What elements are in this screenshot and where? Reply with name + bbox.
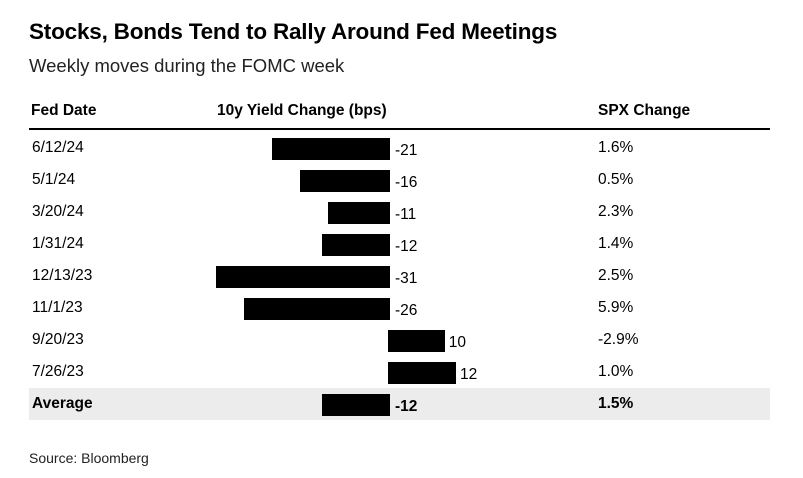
- spx-change-cell: 1.6%: [598, 139, 634, 156]
- fed-date-cell: 5/1/24: [32, 171, 76, 188]
- yield-change-label: 10: [448, 334, 467, 351]
- fed-date-cell: 1/31/24: [32, 235, 84, 252]
- fed-date-cell: 7/26/23: [32, 363, 84, 380]
- fed-date-cell: 3/20/24: [32, 203, 84, 220]
- zero-axis-segment: [388, 298, 390, 320]
- table-row: 3/20/24 -11 2.3%: [29, 196, 770, 228]
- average-label: Average: [32, 395, 93, 412]
- zero-axis-segment: [388, 202, 390, 224]
- yield-change-bar: [322, 234, 389, 256]
- yield-change-bar: [216, 266, 389, 288]
- spx-change-cell: 5.9%: [598, 299, 634, 316]
- yield-change-bar: [243, 298, 389, 320]
- chart-title: Stocks, Bonds Tend to Rally Around Fed M…: [29, 19, 558, 44]
- spx-change-cell: 1.4%: [598, 235, 634, 252]
- zero-axis-segment: [388, 362, 390, 384]
- spx-change-cell: 2.5%: [598, 267, 634, 284]
- average-spx-cell: 1.5%: [598, 395, 634, 412]
- spx-change-cell: 0.5%: [598, 171, 634, 188]
- header-spx-change: SPX Change: [598, 102, 691, 119]
- yield-change-label: -11: [395, 206, 417, 223]
- zero-axis-segment: [388, 138, 390, 160]
- table-row: 7/26/23 12 1.0%: [29, 356, 770, 388]
- yield-change-bar: [327, 202, 389, 224]
- table-row: 12/13/23 -31 2.5%: [29, 260, 770, 292]
- yield-change-bar: [389, 330, 445, 352]
- yield-change-label: -26: [395, 302, 418, 319]
- header-yield-change: 10y Yield Change (bps): [217, 102, 387, 119]
- zero-axis-segment: [388, 266, 390, 288]
- header-fed-date: Fed Date: [31, 102, 97, 119]
- yield-change-bar: [389, 362, 456, 384]
- yield-change-label: -21: [395, 142, 418, 159]
- zero-axis-segment: [388, 234, 390, 256]
- average-yield-bar: [322, 394, 389, 416]
- fed-date-cell: 12/13/23: [32, 267, 93, 284]
- average-yield-label: -12: [395, 398, 418, 415]
- yield-change-bar: [271, 138, 389, 160]
- fed-date-cell: 6/12/24: [32, 139, 84, 156]
- fed-date-cell: 9/20/23: [32, 331, 84, 348]
- spx-change-cell: -2.9%: [598, 331, 639, 348]
- chart-subtitle: Weekly moves during the FOMC week: [29, 55, 345, 76]
- yield-change-label: -31: [395, 270, 418, 287]
- yield-change-label: 12: [459, 366, 478, 383]
- table-row: 6/12/24 -21 1.6%: [29, 132, 770, 164]
- yield-change-bar: [299, 170, 389, 192]
- spx-change-cell: 1.0%: [598, 363, 634, 380]
- average-row: Average -12 1.5%: [29, 388, 770, 420]
- fed-date-cell: 11/1/23: [32, 299, 83, 316]
- header-rule: [29, 128, 770, 130]
- yield-change-label: -12: [395, 238, 418, 255]
- spx-change-cell: 2.3%: [598, 203, 634, 220]
- table-row: 1/31/24 -12 1.4%: [29, 228, 770, 260]
- table-row: 5/1/24 -16 0.5%: [29, 164, 770, 196]
- zero-axis-segment: [388, 394, 390, 416]
- zero-axis-segment: [388, 170, 390, 192]
- table-row: 9/20/23 10 -2.9%: [29, 324, 770, 356]
- source-note: Source: Bloomberg: [29, 450, 149, 466]
- table-row: 11/1/23 -26 5.9%: [29, 292, 770, 324]
- yield-change-label: -16: [395, 174, 418, 191]
- zero-axis-segment: [388, 330, 390, 352]
